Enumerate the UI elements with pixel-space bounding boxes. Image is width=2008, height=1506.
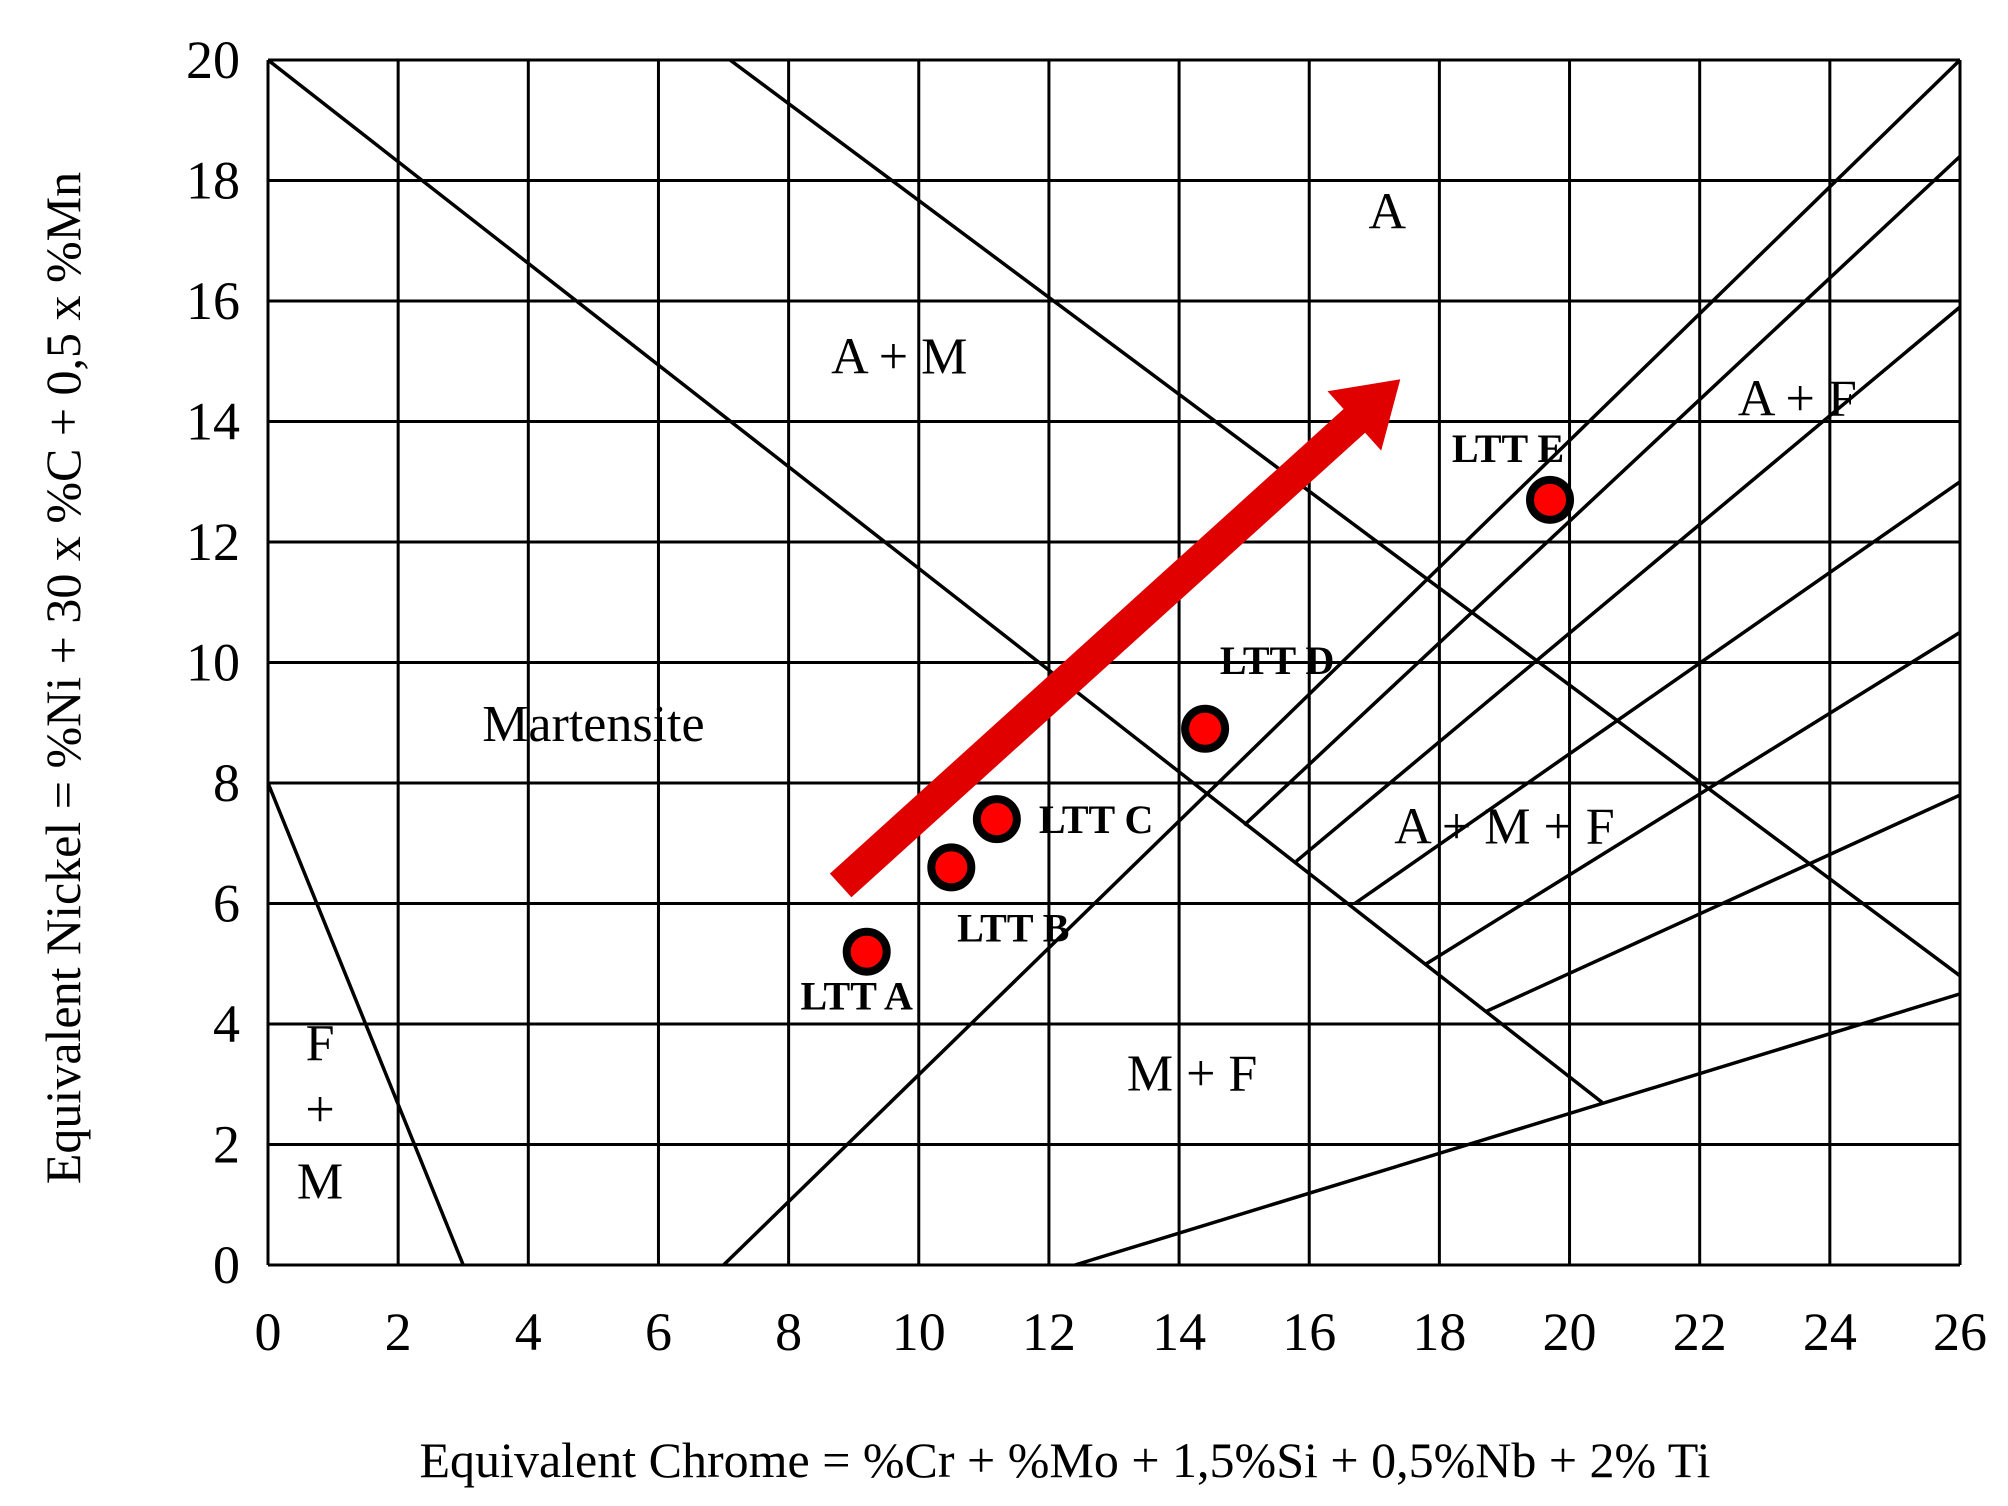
y-tick-label: 16 (186, 271, 240, 331)
data-points: LTT A LTT B LTT C LTT D LTT E (801, 426, 1575, 1019)
y-tick-label: 8 (213, 753, 240, 813)
y-tick-label: 2 (213, 1115, 240, 1175)
region-label: M (297, 1154, 343, 1211)
x-tick-label: 16 (1282, 1302, 1336, 1362)
region-labels: A A + M A + F Martensite A + M + F M + F F + M (297, 184, 1857, 1211)
y-tick-label: 18 (186, 151, 240, 211)
x-tick-label: 6 (645, 1302, 672, 1362)
data-point (972, 795, 1021, 844)
y-tick-label: 10 (186, 633, 240, 693)
data-point-label: LTT E (1452, 426, 1564, 471)
boundary-line (1425, 630, 1961, 966)
grid (266, 58, 1962, 1267)
y-tick-label: 12 (186, 512, 240, 572)
x-tick-label: 14 (1152, 1302, 1206, 1362)
region-label: A + M (831, 328, 967, 385)
boundary-line (266, 782, 465, 1266)
x-tick-label: 4 (515, 1302, 542, 1362)
x-tick-label: 22 (1673, 1302, 1727, 1362)
region-label: F (306, 1015, 335, 1072)
y-tick-label: 20 (186, 30, 240, 90)
x-tick-label: 10 (892, 1302, 946, 1362)
x-tick-label: 24 (1803, 1302, 1857, 1362)
region-label: + (305, 1081, 334, 1138)
y-axis-title: Equivalent Nickel = %Ni + 30 x %C + 0,5 … (35, 172, 91, 1184)
x-tick-label: 12 (1022, 1302, 1076, 1362)
boundary-line (722, 58, 1962, 1267)
region-label: Martensite (482, 696, 704, 753)
x-axis-title: Equivalent Chrome = %Cr + %Mo + 1,5%Si +… (420, 1432, 1711, 1488)
data-point (1526, 475, 1575, 524)
x-tick-label: 18 (1412, 1302, 1466, 1362)
y-tick-label: 6 (213, 874, 240, 934)
trend-arrow (829, 379, 1401, 898)
x-tick-label: 20 (1543, 1302, 1597, 1362)
region-label: A (1369, 184, 1407, 241)
trend-arrow-shape (829, 379, 1401, 898)
boundary-line (1242, 155, 1962, 827)
phase-boundaries (266, 58, 1962, 1267)
boundary-line (1074, 992, 1961, 1267)
data-point (927, 843, 976, 892)
boundary-line (1295, 305, 1962, 863)
boundary-line (1353, 480, 1962, 905)
region-label: A + M + F (1394, 798, 1615, 855)
data-point (842, 927, 891, 976)
y-tick-label: 0 (213, 1235, 240, 1295)
y-tick-label: 4 (213, 994, 240, 1054)
data-point-label: LTT D (1220, 638, 1335, 683)
x-tick-label: 26 (1933, 1302, 1987, 1362)
x-tick-label: 0 (255, 1302, 282, 1362)
x-tick-label: 8 (775, 1302, 802, 1362)
region-label: A + F (1738, 370, 1857, 427)
boundary-line (1484, 793, 1961, 1014)
data-point-label: LTT C (1039, 797, 1154, 842)
y-tick-label: 14 (186, 392, 240, 452)
region-label: M + F (1127, 1045, 1257, 1102)
data-point-label: LTT A (801, 974, 913, 1019)
data-point (1181, 704, 1230, 753)
boundary-line (729, 58, 1962, 978)
x-tick-label: 2 (385, 1302, 412, 1362)
data-point-label: LTT B (957, 905, 1069, 950)
boundary-line (266, 58, 1604, 1104)
